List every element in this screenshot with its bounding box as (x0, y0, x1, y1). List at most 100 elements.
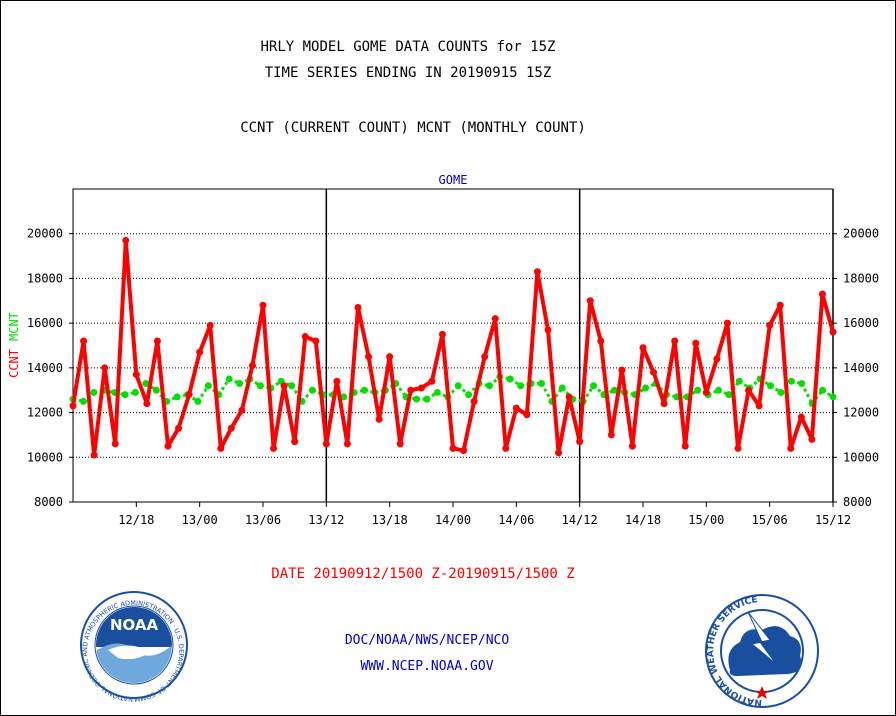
data-point-ccnt (512, 404, 520, 412)
data-point-ccnt (407, 386, 415, 394)
data-point-ccnt (90, 451, 98, 459)
series-segment-mcnt (800, 382, 814, 405)
data-point-mcnt (537, 380, 545, 388)
y-tick-label: 14000 (843, 361, 879, 375)
y-tick-label: 12000 (27, 406, 63, 420)
data-point-ccnt (481, 353, 489, 361)
ylabel-mcnt: MCNT (7, 312, 21, 341)
data-point-ccnt (132, 371, 140, 379)
data-point-mcnt (225, 375, 233, 383)
data-point-ccnt (69, 402, 77, 410)
data-point-mcnt (485, 382, 493, 390)
data-point-mcnt (236, 380, 244, 388)
data-point-ccnt (808, 435, 816, 443)
data-point-ccnt (502, 444, 510, 452)
data-point-mcnt (288, 382, 296, 390)
data-point-mcnt (642, 384, 650, 392)
title-line-1: HRLY MODEL GOME DATA COUNTS for 15Z (260, 39, 555, 55)
y-tick-label: 8000 (843, 495, 872, 509)
data-point-ccnt (491, 315, 499, 323)
data-point-ccnt (122, 236, 130, 244)
data-point-ccnt (175, 424, 183, 432)
data-point-ccnt (164, 442, 172, 450)
x-tick-label: 13/06 (245, 513, 281, 527)
footer-url: WWW.NCEP.NOAA.GOV (360, 659, 493, 674)
data-point-ccnt (523, 411, 531, 419)
data-point-ccnt (365, 353, 373, 361)
x-tick-label: 14/12 (562, 513, 598, 527)
data-point-mcnt (767, 382, 775, 390)
y-tick-label: 20000 (843, 227, 879, 241)
data-point-mcnt (413, 395, 421, 403)
data-point-ccnt (734, 444, 742, 452)
data-point-mcnt (777, 388, 785, 396)
data-point-mcnt (142, 380, 150, 388)
date-range: DATE 20190912/1500 Z-20190915/1500 Z (271, 566, 574, 582)
data-point-ccnt (291, 438, 299, 446)
data-point-ccnt (143, 400, 151, 408)
data-point-ccnt (280, 382, 288, 390)
x-tick-label: 14/06 (498, 513, 534, 527)
data-point-ccnt (650, 368, 658, 376)
data-point-mcnt (829, 393, 837, 401)
data-point-ccnt (343, 440, 351, 448)
data-point-mcnt (204, 382, 212, 390)
data-point-ccnt (681, 442, 689, 450)
data-point-mcnt (610, 386, 618, 394)
series-ccnt (69, 236, 837, 459)
y-axis-right: 8000 10000 12000 14000 16000 18000 20000 (833, 227, 879, 509)
y-tick-label: 14000 (27, 361, 63, 375)
data-point-mcnt (194, 397, 202, 405)
data-point-ccnt (153, 337, 161, 345)
data-point-mcnt (90, 388, 98, 396)
nws-logo: NATIONAL WEATHER SERVICE (705, 594, 819, 708)
data-point-ccnt (766, 321, 774, 329)
data-point-mcnt (173, 393, 181, 401)
data-point-mcnt (506, 375, 514, 383)
noaa-logo-center-text: NOAA (110, 616, 159, 634)
data-point-mcnt (517, 382, 525, 390)
data-point-ccnt (227, 424, 235, 432)
data-point-mcnt (819, 386, 827, 394)
y-tick-label: 18000 (843, 271, 879, 285)
data-point-ccnt (396, 440, 404, 448)
data-point-ccnt (723, 319, 731, 327)
data-point-ccnt (206, 321, 214, 329)
y-tick-label: 16000 (27, 316, 63, 330)
data-point-mcnt (798, 380, 806, 388)
data-point-ccnt (755, 402, 763, 410)
data-point-ccnt (354, 303, 362, 311)
data-point-ccnt (449, 444, 457, 452)
data-point-ccnt (417, 384, 425, 392)
data-point-ccnt (628, 442, 636, 450)
data-point-mcnt (433, 388, 441, 396)
data-point-mcnt (308, 386, 316, 394)
data-point-mcnt (725, 391, 733, 399)
data-point-ccnt (829, 328, 837, 336)
data-point-ccnt (470, 397, 478, 405)
title-line-2: TIME SERIES ENDING IN 20190915 15Z (265, 65, 552, 81)
data-point-ccnt (196, 348, 204, 356)
series-layer (69, 236, 837, 459)
data-point-ccnt (533, 268, 541, 276)
y-axis-label: CCNT MCNT (7, 312, 21, 378)
data-point-ccnt (238, 406, 246, 414)
grid-lines (73, 233, 833, 458)
data-point-ccnt (248, 362, 256, 370)
y-tick-label: 16000 (843, 316, 879, 330)
data-point-mcnt (121, 391, 129, 399)
data-point-ccnt (787, 444, 795, 452)
x-tick-label: 14/00 (435, 513, 471, 527)
data-point-ccnt (597, 337, 605, 345)
data-point-ccnt (713, 355, 721, 363)
data-point-ccnt (692, 339, 700, 347)
data-point-ccnt (217, 444, 225, 452)
series-line-ccnt (71, 238, 835, 458)
data-point-mcnt (131, 388, 139, 396)
data-point-ccnt (544, 326, 552, 334)
data-point-ccnt (333, 377, 341, 385)
data-point-ccnt (270, 444, 278, 452)
x-tick-label: 14/18 (625, 513, 661, 527)
